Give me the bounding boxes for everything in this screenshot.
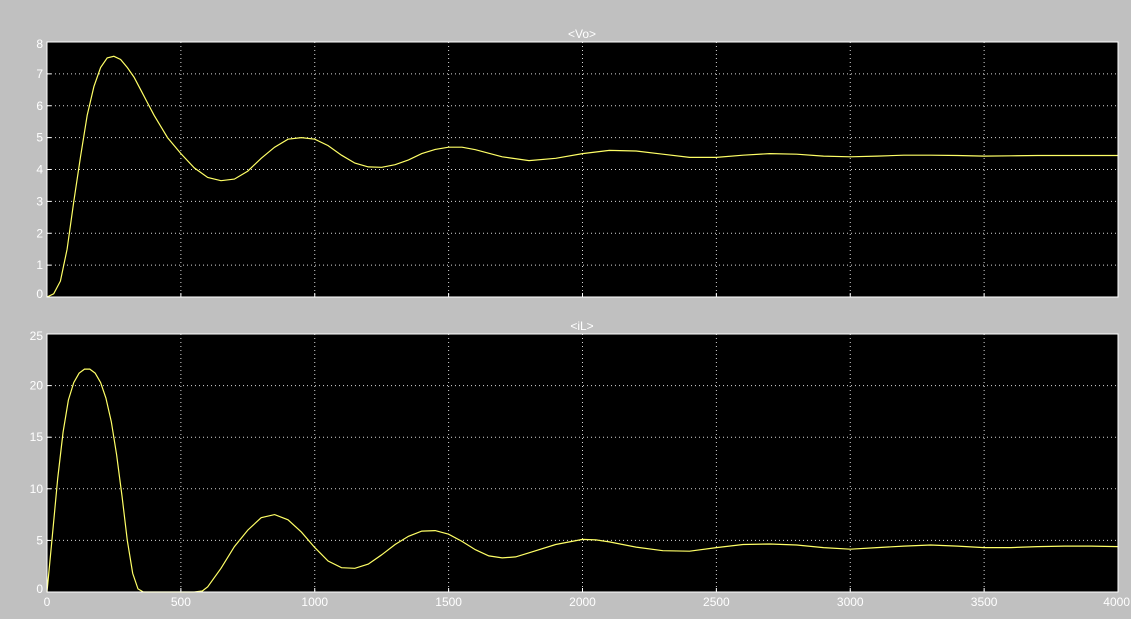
plot-il-ytick-label-0: 0 <box>36 582 43 596</box>
plot-vo-ytick-label-6: 6 <box>36 99 43 113</box>
plot-il-xtick-label-6: 3000 <box>837 595 864 609</box>
plot-il-xtick-label-0: 0 <box>44 595 51 609</box>
plot-il-xtick-label-3: 1500 <box>435 595 462 609</box>
plot-il-xtick-label-7: 3500 <box>971 595 998 609</box>
plot-il-trace-0 <box>46 368 1119 593</box>
plot-vo-ytick-label-2: 2 <box>36 226 43 240</box>
plot-il-ytick-label-3: 15 <box>30 430 44 444</box>
plot-il-ytick-label-2: 10 <box>30 482 44 496</box>
plot-vo-ytick-label-1: 1 <box>36 258 43 272</box>
plot-il-xtick-label-8: 4000 <box>1103 595 1130 609</box>
plot-il-xtick-label-1: 500 <box>171 595 191 609</box>
plot-il-xtick-label-4: 2000 <box>569 595 596 609</box>
plot-il-ytick-label-4: 20 <box>30 379 44 393</box>
plot-vo-ytick-label-4: 4 <box>36 163 43 177</box>
plot-il-xtick-label-2: 1000 <box>301 595 328 609</box>
plot-il: <iL> 0 5 10 15 20 25 0 500 1000 1500 2000 2500 3000 3… <box>30 319 1131 609</box>
plot-il-ytick-label-5: 25 <box>30 329 44 343</box>
plot-vo-ytick-label-0: 0 <box>36 287 43 301</box>
plot-vo-trace-0 <box>46 55 1118 298</box>
plot-vo-ytick-label-3: 3 <box>36 194 43 208</box>
plot-vo-ytick-label-5: 5 <box>36 131 43 145</box>
plot-vo-ytick-label-7: 7 <box>36 67 43 81</box>
plot-vo-ytick-label-8: 8 <box>36 37 43 51</box>
plot-il-title: <iL> <box>570 319 593 333</box>
plot-il-xtick-label-5: 2500 <box>703 595 730 609</box>
plot-vo-title: <Vo> <box>568 27 596 41</box>
plot-il-ytick-label-1: 5 <box>36 533 43 547</box>
plot-vo: <Vo> 0 1 2 3 4 5 6 7 8 <box>36 27 1119 301</box>
